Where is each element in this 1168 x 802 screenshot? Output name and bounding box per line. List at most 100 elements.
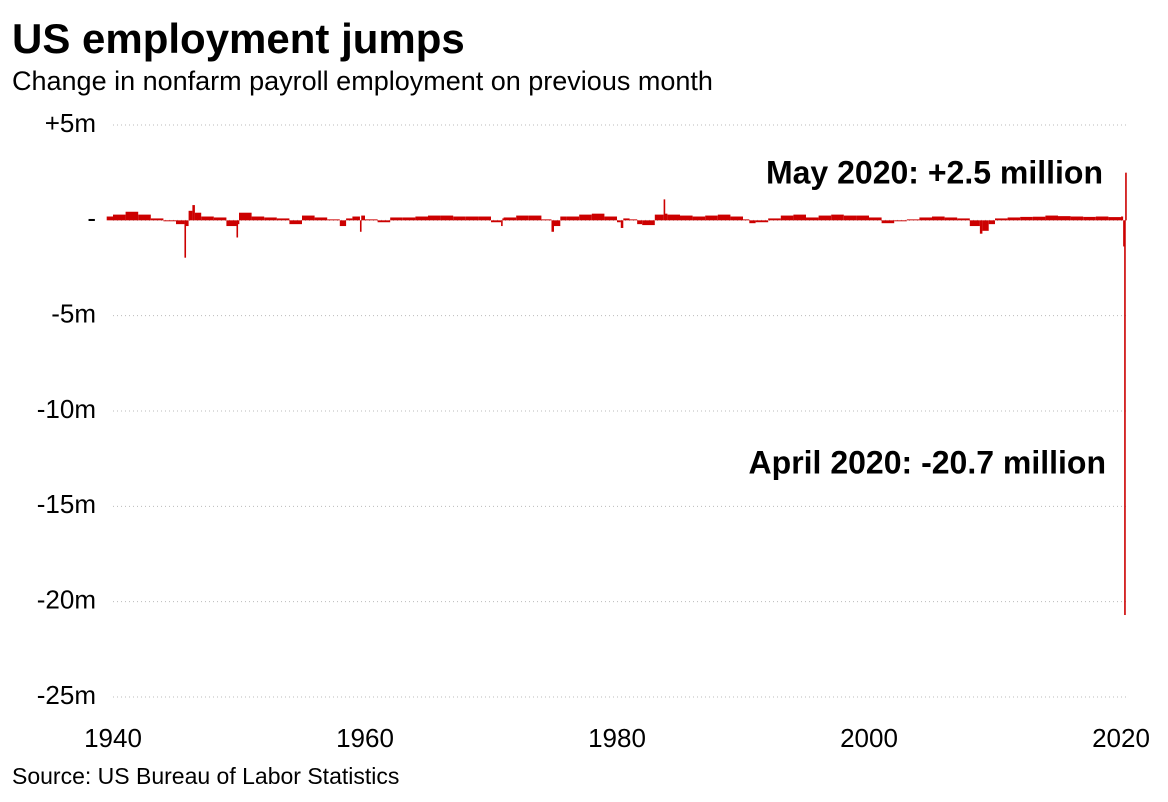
bar [1032, 216, 1046, 221]
bar [995, 218, 1008, 221]
chart-title: US employment jumps [12, 15, 465, 62]
bar [743, 219, 750, 221]
bar [1070, 216, 1084, 221]
x-tick-label: 2000 [840, 723, 898, 753]
bar [352, 216, 360, 221]
bar [185, 220, 189, 227]
bar [226, 220, 237, 227]
bar [554, 220, 561, 227]
bar [251, 216, 265, 221]
bar [591, 213, 605, 221]
bar [979, 220, 983, 234]
bar [1121, 216, 1124, 221]
bar [623, 218, 630, 221]
bar [717, 214, 731, 221]
bar [680, 215, 693, 221]
y-tick-label: -15m [37, 489, 96, 519]
bar [667, 214, 680, 221]
bar [194, 212, 202, 221]
bar [264, 217, 277, 221]
bar [289, 220, 302, 225]
bar [276, 218, 290, 221]
bar [551, 220, 554, 232]
bar [106, 216, 113, 221]
bar [692, 216, 706, 221]
bar [566, 216, 580, 221]
bar [730, 216, 743, 221]
bar [617, 220, 621, 223]
bar [944, 217, 958, 221]
y-tick-label: - [87, 203, 96, 233]
bar [125, 211, 139, 221]
bar [629, 219, 638, 221]
bar [176, 220, 185, 225]
bar [346, 218, 353, 221]
bar [237, 220, 240, 225]
bar [138, 214, 151, 221]
bar [869, 217, 882, 221]
bar [806, 217, 819, 221]
y-tick-label: -5m [51, 299, 96, 329]
bar [894, 220, 907, 222]
bar [1007, 217, 1021, 221]
bar [1125, 172, 1127, 221]
bar [314, 217, 328, 221]
bar [932, 216, 945, 221]
bar [428, 215, 441, 221]
y-tick-label: +5m [45, 108, 96, 138]
bar [749, 220, 756, 224]
annotation: April 2020: -20.7 million [749, 444, 1106, 480]
bar [402, 217, 416, 221]
bar [755, 220, 769, 223]
y-tick-label: -10m [37, 394, 96, 424]
bar [856, 215, 869, 221]
bar [654, 214, 664, 221]
bar [843, 215, 857, 221]
bar [188, 210, 193, 221]
bar [339, 220, 347, 227]
bar [906, 219, 920, 221]
bar [988, 220, 995, 225]
bar [831, 214, 844, 221]
bar [192, 205, 195, 221]
bar [637, 220, 643, 225]
bar [982, 220, 989, 231]
bar [881, 220, 895, 224]
bar [390, 217, 403, 221]
bar [201, 216, 214, 221]
bar [793, 214, 806, 221]
bar [969, 220, 980, 227]
bar [359, 220, 362, 232]
bar [361, 215, 365, 221]
bar [705, 215, 718, 221]
source: Source: US Bureau of Labor Statistics [12, 763, 399, 789]
x-tick-label: 1980 [588, 723, 646, 753]
annotation: May 2020: +2.5 million [766, 154, 1103, 190]
bar [1083, 216, 1096, 221]
bar [440, 215, 454, 221]
bar [236, 220, 239, 238]
y-tick-label: -20m [37, 585, 96, 615]
bar [163, 220, 176, 222]
bar [150, 218, 164, 221]
bar [213, 217, 227, 221]
bar [1123, 220, 1125, 247]
chart-subtitle: Change in nonfarm payroll employment on … [12, 66, 713, 96]
bar [365, 219, 378, 221]
bar [377, 220, 391, 223]
bar [604, 216, 617, 221]
bar [491, 220, 502, 223]
bar [541, 219, 552, 221]
bar [1045, 215, 1058, 221]
bar [620, 220, 624, 228]
bar [528, 215, 542, 221]
bar [501, 220, 503, 227]
bar [516, 215, 529, 221]
bar [768, 218, 781, 221]
bar [453, 216, 466, 221]
bar [113, 214, 126, 221]
bar [664, 213, 668, 221]
bar [1124, 220, 1126, 616]
bar [1108, 217, 1121, 221]
bar [327, 219, 340, 221]
